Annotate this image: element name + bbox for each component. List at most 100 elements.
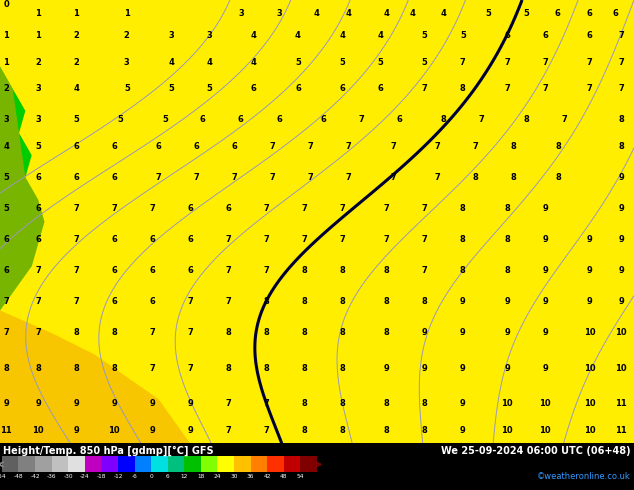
- Text: 7: 7: [307, 173, 314, 182]
- Text: 7: 7: [422, 266, 428, 275]
- Text: 1: 1: [3, 31, 10, 40]
- Text: 0: 0: [149, 474, 153, 479]
- Text: 9: 9: [586, 235, 593, 244]
- Text: 7: 7: [225, 426, 231, 435]
- Text: -18: -18: [96, 474, 106, 479]
- Text: 7: 7: [384, 204, 390, 213]
- Text: 6: 6: [542, 31, 548, 40]
- Text: 9: 9: [422, 328, 428, 337]
- Text: 4: 4: [314, 9, 320, 18]
- Text: 7: 7: [390, 142, 396, 151]
- Text: 9: 9: [187, 426, 193, 435]
- Text: -30: -30: [63, 474, 73, 479]
- Text: 8: 8: [301, 297, 307, 306]
- Text: 4: 4: [250, 31, 257, 40]
- Text: 6: 6: [155, 142, 162, 151]
- Text: 9: 9: [460, 426, 466, 435]
- Text: 7: 7: [187, 328, 193, 337]
- Text: 8: 8: [384, 266, 390, 275]
- Text: 6: 6: [35, 173, 41, 182]
- Text: 4: 4: [409, 9, 415, 18]
- Text: 8: 8: [301, 399, 307, 408]
- Text: 7: 7: [263, 426, 269, 435]
- Text: 6: 6: [73, 142, 79, 151]
- Text: 2: 2: [3, 84, 10, 93]
- Text: 8: 8: [510, 173, 517, 182]
- Text: 9: 9: [149, 399, 155, 408]
- Text: 6: 6: [586, 31, 593, 40]
- Text: 7: 7: [187, 297, 193, 306]
- Text: 7: 7: [434, 142, 441, 151]
- Text: 9: 9: [586, 266, 593, 275]
- Bar: [68, 457, 85, 472]
- Text: 8: 8: [263, 328, 269, 337]
- Text: 7: 7: [561, 115, 567, 124]
- Text: 8: 8: [460, 266, 466, 275]
- Text: 8: 8: [422, 426, 428, 435]
- Text: 8: 8: [504, 266, 510, 275]
- Text: We 25-09-2024 06:00 UTC (06+48): We 25-09-2024 06:00 UTC (06+48): [441, 446, 631, 456]
- Text: 36: 36: [247, 474, 254, 479]
- Text: 9: 9: [618, 297, 624, 306]
- Text: -36: -36: [47, 474, 56, 479]
- Text: -12: -12: [113, 474, 123, 479]
- Text: -6: -6: [132, 474, 138, 479]
- Text: 9: 9: [504, 328, 510, 337]
- Text: 8: 8: [73, 328, 79, 337]
- Text: 8: 8: [618, 115, 624, 124]
- Text: 8: 8: [422, 399, 428, 408]
- Text: 7: 7: [339, 235, 346, 244]
- Text: 5: 5: [523, 9, 529, 18]
- Text: 6: 6: [586, 9, 593, 18]
- Text: 7: 7: [346, 173, 352, 182]
- Text: 7: 7: [542, 58, 548, 67]
- Text: 7: 7: [422, 204, 428, 213]
- Text: 6: 6: [187, 204, 193, 213]
- Text: 11: 11: [616, 399, 627, 408]
- Text: 7: 7: [73, 297, 79, 306]
- Text: 7: 7: [301, 204, 307, 213]
- Text: 9: 9: [618, 235, 624, 244]
- Text: 7: 7: [358, 115, 365, 124]
- Text: 4: 4: [3, 142, 10, 151]
- Text: 10: 10: [584, 364, 595, 372]
- Text: 7: 7: [460, 58, 466, 67]
- Text: 6: 6: [187, 266, 193, 275]
- Text: 7: 7: [225, 399, 231, 408]
- Text: 9: 9: [504, 297, 510, 306]
- Text: 8: 8: [460, 84, 466, 93]
- Text: 7: 7: [149, 364, 155, 372]
- Text: 6: 6: [555, 9, 561, 18]
- Bar: [35, 457, 51, 472]
- Text: 7: 7: [35, 297, 41, 306]
- Text: 8: 8: [422, 297, 428, 306]
- Bar: [101, 457, 118, 472]
- Text: 5: 5: [422, 58, 428, 67]
- Text: 9: 9: [460, 399, 466, 408]
- Text: 9: 9: [504, 364, 510, 372]
- Text: 9: 9: [618, 173, 624, 182]
- Text: 9: 9: [542, 297, 548, 306]
- Text: 10: 10: [501, 426, 513, 435]
- Text: 42: 42: [264, 474, 271, 479]
- Bar: [118, 457, 134, 472]
- Text: 8: 8: [35, 364, 41, 372]
- Text: -24: -24: [80, 474, 89, 479]
- Text: 8: 8: [301, 266, 307, 275]
- Text: 8: 8: [225, 328, 231, 337]
- Text: 5: 5: [377, 58, 384, 67]
- Text: 6: 6: [111, 235, 117, 244]
- Text: 7: 7: [193, 173, 200, 182]
- Text: 9: 9: [586, 297, 593, 306]
- Text: 11: 11: [616, 426, 627, 435]
- Text: 4: 4: [441, 9, 447, 18]
- Text: 6: 6: [149, 266, 155, 275]
- Text: 9: 9: [422, 364, 428, 372]
- Text: 7: 7: [307, 142, 314, 151]
- Text: 7: 7: [346, 142, 352, 151]
- Text: 8: 8: [339, 364, 346, 372]
- Text: 1: 1: [124, 9, 130, 18]
- Text: 8: 8: [263, 364, 269, 372]
- Text: Height/Temp. 850 hPa [gdmp][°C] GFS: Height/Temp. 850 hPa [gdmp][°C] GFS: [3, 446, 214, 456]
- Text: 4: 4: [206, 58, 212, 67]
